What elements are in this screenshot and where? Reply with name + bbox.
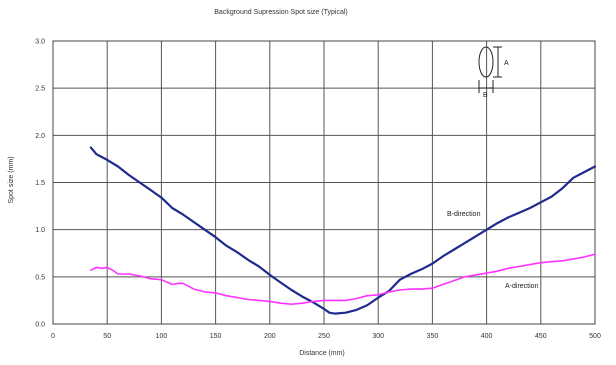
b-direction-annotation: B-direction [447, 211, 481, 218]
x-tick-label: 250 [318, 333, 330, 340]
y-tick-label: 0.5 [35, 274, 45, 281]
x-tick-label: 400 [481, 333, 493, 340]
y-tick-label: 0.0 [35, 322, 45, 329]
y-tick-label: 3.0 [35, 39, 45, 46]
x-tick-label: 350 [427, 333, 439, 340]
b-direction-series-line [89, 146, 597, 315]
x-tick-label: 150 [210, 333, 222, 340]
x-tick-label: 200 [264, 333, 276, 340]
y-tick-label: 1.0 [35, 227, 45, 234]
y-tick-label: 2.0 [35, 133, 45, 140]
y-axis-label: Spot size (mm) [8, 156, 15, 203]
series [89, 146, 597, 315]
chart-title: Background Supression Spot size (Typical… [214, 9, 347, 16]
x-tick-label: 50 [103, 333, 111, 340]
x-tick-label: 0 [51, 333, 55, 340]
y-tick-labels: 0.0 0.5 1.0 1.5 2.0 2.5 3.0 [35, 39, 45, 329]
x-tick-labels: 0 50 100 150 200 250 300 350 400 450 500 [51, 333, 601, 340]
dimension-a-label: A [504, 60, 509, 67]
x-tick-label: 500 [589, 333, 601, 340]
x-tick-label: 300 [372, 333, 384, 340]
y-tick-label: 1.5 [35, 180, 45, 187]
x-tick-label: 100 [156, 333, 168, 340]
a-direction-series-line [90, 253, 596, 306]
plot-frame [52, 40, 596, 325]
x-axis-label: Distance (mm) [299, 350, 345, 357]
x-tick-label: 450 [535, 333, 547, 340]
grid [52, 40, 596, 325]
spot-shape-inset: A B [478, 46, 509, 99]
dimension-b-label: B [483, 92, 488, 99]
spot-ellipse [478, 46, 494, 78]
a-direction-annotation: A-direction [505, 283, 539, 290]
y-tick-label: 2.5 [35, 86, 45, 93]
